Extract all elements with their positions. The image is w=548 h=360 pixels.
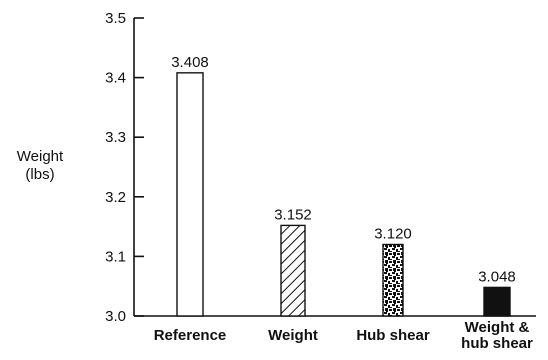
x-tick-label: Reference xyxy=(154,327,227,344)
x-tick-label: Weight & hub shear xyxy=(461,319,533,352)
bar xyxy=(483,286,511,317)
axes: 3.0 3.1 3.2 3.3 3.4 3.5 xyxy=(105,10,536,325)
x-tick-label: Weight xyxy=(268,327,318,344)
y-axis-label: Weight (lbs) xyxy=(2,148,78,184)
value-label: 3.120 xyxy=(374,225,412,242)
y-tick-label: 3.2 xyxy=(105,189,126,206)
y-tick-label: 3.0 xyxy=(105,308,126,325)
bar xyxy=(176,72,204,317)
y-tick-label: 3.1 xyxy=(105,248,126,265)
bars: 3.408 Reference 3.152 Weight 3.120 Hub shear 3… xyxy=(154,54,533,352)
bar xyxy=(280,224,306,317)
y-axis-label-line-1: Weight xyxy=(16,148,64,165)
value-label: 3.152 xyxy=(274,206,312,223)
value-label: 3.408 xyxy=(171,54,209,71)
value-label: 3.048 xyxy=(478,268,516,285)
bar xyxy=(382,243,404,317)
y-tick-label: 3.3 xyxy=(105,129,126,146)
y-tick-label: 3.4 xyxy=(105,70,126,87)
y-axis-label-line-2: (lbs) xyxy=(25,166,55,183)
y-tick-label: 3.5 xyxy=(105,10,126,27)
x-tick-label: Hub shear xyxy=(356,327,430,344)
